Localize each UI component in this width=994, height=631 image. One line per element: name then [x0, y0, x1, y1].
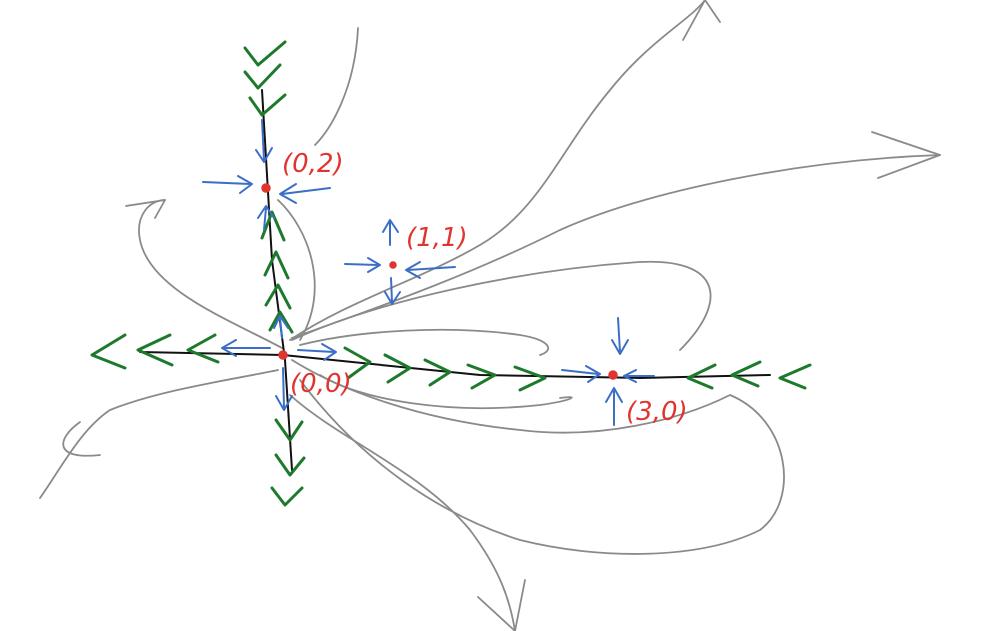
arrow-right-icon — [202, 175, 253, 194]
chevron-down-icon — [243, 63, 282, 90]
arrow-down-icon — [384, 277, 401, 305]
equilibrium-label-3-0: (3,0) — [626, 397, 688, 427]
trajectory-left-upper — [138, 199, 283, 349]
arrow-left-icon — [279, 183, 331, 204]
horizontal-axis — [139, 351, 771, 379]
equilibria — [261, 183, 618, 380]
trajectory-bottom-arrow — [477, 579, 526, 631]
arrow-left-icon — [405, 261, 456, 279]
trajectory-bottom — [289, 394, 516, 631]
trajectories — [39, 0, 941, 631]
arrow-up-icon — [382, 219, 399, 246]
chevron-down-icon — [270, 486, 304, 507]
chevron-up-icon — [264, 283, 292, 310]
chevron-down-icon — [274, 453, 306, 477]
chevron-left-icon — [730, 360, 762, 388]
trajectory-right-upper — [291, 154, 941, 339]
chevron-right-icon — [466, 363, 497, 390]
trajectory-from-02 — [277, 199, 316, 341]
equilibrium-label-1-1: (1,1) — [406, 223, 468, 253]
chevron-down-icon — [248, 93, 287, 117]
chevron-right-icon — [383, 353, 412, 384]
equilibrium-dot-3-0 — [608, 370, 618, 380]
chevron-left-icon — [686, 363, 717, 390]
chevron-left-icon — [90, 333, 127, 370]
axes — [139, 89, 771, 471]
vertical-axis — [261, 89, 293, 471]
chevron-left-icon — [136, 333, 174, 367]
trajectory-top-from-above — [314, 27, 359, 146]
chevron-right-icon — [343, 346, 372, 380]
arrow-right-icon — [561, 365, 601, 383]
trajectory-arrowhead-top — [682, 0, 721, 41]
arrow-up-icon — [605, 387, 623, 426]
arrow-down-icon — [275, 367, 293, 411]
trajectory-left-upper-arrow — [125, 199, 166, 219]
trajectory-loop-below-axis — [319, 374, 573, 409]
trajectory-loop-near-axis — [299, 328, 550, 356]
chevron-up-icon — [268, 310, 294, 334]
equilibrium-label-0-2: (0,2) — [282, 149, 344, 179]
arrow-up-icon — [257, 205, 275, 231]
equilibrium-label-0-0: (0,0) — [290, 369, 352, 399]
arrow-left-icon — [623, 369, 655, 383]
chevron-right-icon — [423, 358, 452, 387]
arrow-right-icon — [297, 343, 337, 361]
chevron-left-icon — [186, 333, 220, 364]
chevron-down-icon — [243, 40, 287, 67]
arrow-down-icon — [611, 317, 629, 355]
arrow-right-icon — [344, 257, 381, 273]
equilibrium-labels: (0,2) (1,1) (0,0) (3,0) — [282, 149, 688, 427]
arrow-left-icon — [221, 339, 271, 357]
axis-flow-arrows — [90, 40, 812, 507]
trajectory-arrowhead-right — [871, 131, 941, 179]
equilibrium-dot-0-0 — [278, 350, 288, 360]
equilibrium-dot-1-1 — [389, 261, 397, 269]
arrow-up-icon — [273, 315, 289, 339]
trajectory-top-right-long — [289, 0, 706, 341]
trajectory-loop-right-big — [291, 260, 712, 351]
trajectory-loop-lower-right — [291, 359, 785, 555]
chevron-up-icon — [260, 210, 286, 242]
chevron-left-icon — [778, 363, 812, 390]
trajectory-left-lower-loop — [62, 421, 101, 457]
chevron-down-icon — [274, 418, 304, 442]
chevron-up-icon — [263, 250, 290, 280]
arrow-down-icon — [255, 119, 273, 163]
trajectory-left-lower — [39, 369, 279, 499]
chevron-right-icon — [513, 365, 547, 392]
equilibrium-dot-0-2 — [261, 183, 271, 193]
local-flow-arrows — [202, 119, 655, 426]
